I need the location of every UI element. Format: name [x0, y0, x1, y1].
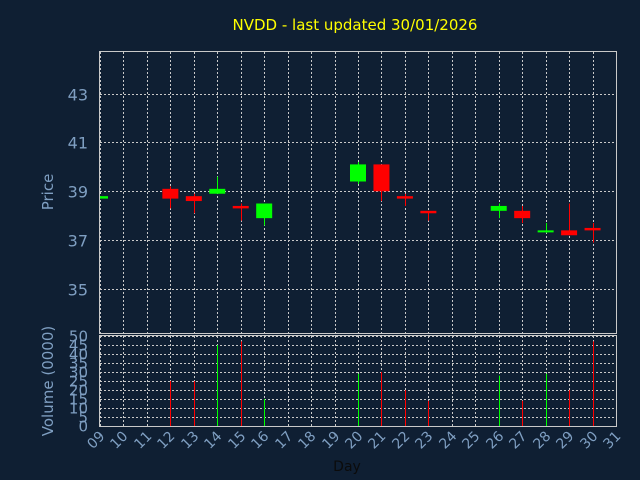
- x-tick-label: 13: [178, 429, 202, 453]
- price-tick-label: 41: [68, 134, 88, 153]
- candle-body: [396, 196, 413, 199]
- x-tick-label: 11: [131, 429, 155, 453]
- candle-body: [490, 205, 507, 211]
- volume-plot-frame: [99, 335, 617, 427]
- price-tick-label: 39: [68, 183, 88, 202]
- candles: [100, 161, 601, 243]
- candle-body: [100, 196, 108, 199]
- price-tick-label: 37: [68, 232, 88, 251]
- candle-body: [209, 188, 226, 194]
- price-axis-label: Price: [39, 174, 57, 211]
- volume-tick-label: 50: [69, 328, 88, 346]
- price-plot-frame: [99, 51, 617, 334]
- x-tick-label: 12: [154, 429, 178, 453]
- x-tick-label: 15: [225, 429, 249, 453]
- x-tick-label: 22: [389, 429, 413, 453]
- candle-body: [256, 203, 273, 219]
- volume-tick-label: 20: [69, 382, 88, 400]
- x-tick-label: 19: [319, 429, 343, 453]
- volume-axis-label: Volume (0000): [39, 326, 57, 436]
- x-tick-label: 10: [107, 429, 131, 453]
- price-tick-label: 43: [68, 86, 88, 105]
- x-tick-label: 20: [342, 429, 366, 453]
- candle-body: [232, 205, 249, 209]
- volume-tick-label: 40: [69, 346, 88, 364]
- volume-tick-label: 10: [69, 400, 88, 418]
- x-tick-label: 18: [295, 429, 319, 453]
- volume-tick-label: 5: [78, 409, 88, 427]
- volume-tick-label: 45: [69, 337, 88, 355]
- x-tick-label: 31: [600, 429, 624, 453]
- x-tick-label: 25: [459, 429, 483, 453]
- volume-tick-label: 0: [78, 418, 88, 436]
- x-tick-label: 27: [506, 429, 530, 453]
- price-tick-label: 35: [68, 281, 88, 300]
- x-tick-labels: 09 10 11 12 13 14 15 16 17 18 19 20 21 22 23 24 25 26 27 28…: [84, 428, 624, 452]
- volume-bars: [170, 341, 594, 426]
- candle-body: [162, 188, 179, 199]
- x-tick-label: 30: [577, 429, 601, 453]
- volume-tick-label: 25: [69, 373, 88, 391]
- x-tick-label: 28: [530, 429, 554, 453]
- candle-body: [420, 210, 437, 214]
- candle-body: [561, 230, 578, 236]
- x-tick-label: 21: [365, 429, 389, 453]
- x-tick-label: 17: [272, 429, 296, 453]
- x-tick-label: 26: [483, 428, 507, 452]
- x-tick-label: 14: [201, 428, 225, 452]
- chart-title: NVDD - last updated 30/01/2026: [233, 16, 478, 34]
- x-tick-label: 24: [436, 428, 460, 452]
- volume-tick-label: 15: [69, 391, 88, 409]
- volume-tick-label: 35: [69, 355, 88, 373]
- candle-body: [185, 196, 202, 202]
- volume-tick-label: 30: [69, 364, 88, 382]
- candle-body: [537, 230, 554, 233]
- candle-body: [584, 227, 601, 231]
- x-axis-label: Day: [333, 459, 361, 475]
- candle-body: [514, 210, 531, 219]
- x-tick-label: 23: [412, 429, 436, 453]
- candle-body: [373, 164, 390, 192]
- price-tick-labels: 35 37 39 41 43: [68, 86, 88, 300]
- x-tick-label: 16: [248, 428, 272, 452]
- x-tick-label: 29: [553, 429, 577, 453]
- candle-body: [350, 164, 366, 182]
